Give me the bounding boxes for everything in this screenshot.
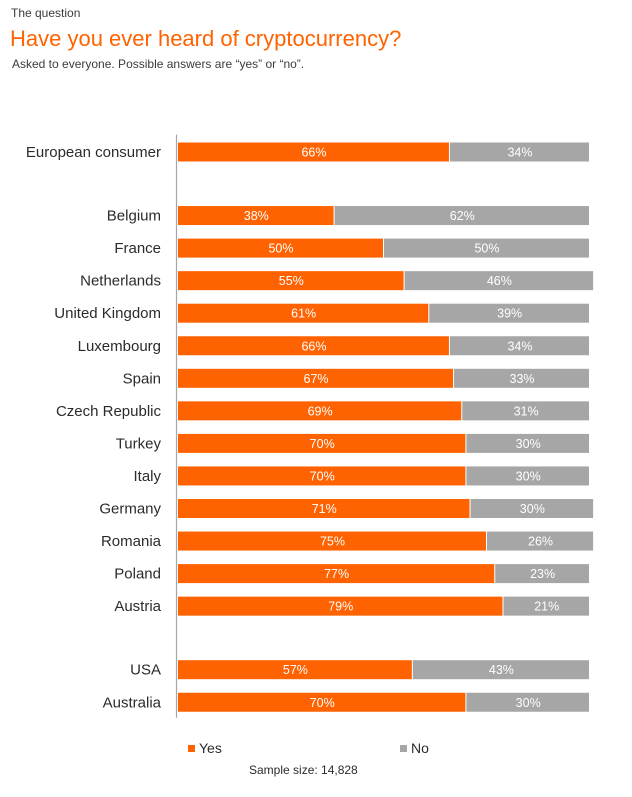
bar-yes-luxembourg [178,336,449,356]
value-label-yes-netherlands: 55% [279,274,304,288]
value-label-no-italy: 30% [516,469,541,483]
value-label-yes-belgium: 38% [244,209,269,223]
category-label-italy: Italy [133,468,161,485]
legend-label-yes: Yes [199,740,222,756]
bar-no-austria [503,596,589,616]
bar-no-belgium [334,206,589,226]
value-label-yes-spain: 67% [304,372,329,386]
legend-item-yes: Yes [188,740,222,756]
bar-yes-european-consumer [178,142,449,162]
bar-no-luxembourg [449,336,589,356]
category-label-united-kingdom: United Kingdom [54,305,161,322]
bar-no-netherlands [404,271,594,291]
value-label-no-netherlands: 46% [487,274,512,288]
chart-title: Have you ever heard of cryptocurrency? [10,26,402,51]
bar-no-italy [466,466,589,486]
category-label-european-consumer: European consumer [26,144,161,161]
category-label-netherlands: Netherlands [80,273,161,290]
category-label-czech-republic: Czech Republic [56,403,162,420]
bar-yes-belgium [178,206,334,226]
category-label-belgium: Belgium [107,208,161,225]
bar-yes-germany [178,499,470,518]
category-label-turkey: Turkey [116,435,162,452]
value-label-no-european-consumer: 34% [507,146,532,160]
value-label-no-luxembourg: 34% [507,339,532,353]
value-label-no-australia: 30% [516,696,541,710]
value-label-yes-italy: 70% [310,469,335,483]
value-label-yes-austria: 79% [328,600,353,614]
bar-no-australia [466,692,589,712]
bar-yes-france [178,238,383,258]
bar-no-germany [470,499,594,518]
category-label-australia: Australia [103,694,162,711]
bar-yes-poland [178,564,495,584]
bar-yes-netherlands [178,271,404,291]
value-label-yes-usa: 57% [283,663,308,677]
bar-yes-austria [178,596,503,616]
bar-no-european-consumer [449,142,589,162]
value-label-yes-australia: 70% [310,696,335,710]
chart-subtitle: Asked to everyone. Possible answers are … [12,57,305,71]
value-label-yes-france: 50% [268,242,293,256]
value-label-no-belgium: 62% [450,209,475,223]
eyebrow-text: The question [11,6,81,20]
value-label-yes-luxembourg: 66% [301,339,326,353]
value-label-no-france: 50% [474,242,499,256]
sample-size: Sample size: 14,828 [249,763,358,777]
bar-no-france [384,238,589,258]
value-label-no-usa: 43% [489,663,514,677]
category-label-luxembourg: Luxembourg [78,338,161,355]
bar-yes-australia [178,692,466,712]
bar-yes-united-kingdom [178,303,429,323]
value-label-no-united-kingdom: 39% [497,307,522,321]
legend-item-no: No [400,740,429,756]
bar-no-spain [454,368,589,388]
value-label-no-spain: 33% [510,372,535,386]
bar-no-czech-republic [462,401,589,421]
value-label-no-czech-republic: 31% [514,404,539,418]
bar-yes-romania [178,531,486,551]
value-label-yes-turkey: 70% [310,437,335,451]
legend-swatch-no [400,744,407,752]
value-label-yes-czech-republic: 69% [308,404,333,418]
category-label-usa: USA [130,662,161,679]
category-label-spain: Spain [123,370,161,387]
value-label-yes-poland: 77% [324,567,349,581]
value-label-yes-romania: 75% [320,535,345,549]
bar-yes-usa [178,660,412,680]
value-label-no-turkey: 30% [516,437,541,451]
value-label-no-romania: 26% [528,535,553,549]
category-label-germany: Germany [99,501,161,518]
value-label-no-poland: 23% [530,567,555,581]
value-label-yes-germany: 71% [312,502,337,516]
bar-yes-turkey [178,433,466,453]
category-label-austria: Austria [114,598,161,615]
bar-yes-czech-republic [178,401,462,421]
bar-no-romania [487,531,594,551]
bar-yes-italy [178,466,466,486]
category-label-romania: Romania [101,533,162,550]
value-label-no-austria: 21% [534,600,559,614]
value-label-no-germany: 30% [520,502,545,516]
bar-no-usa [412,660,589,680]
bar-no-turkey [466,433,589,453]
value-label-yes-united-kingdom: 61% [291,307,316,321]
legend-label-no: No [411,740,429,756]
value-label-yes-european-consumer: 66% [301,146,326,160]
legend-swatch-yes [188,744,195,752]
bar-no-poland [495,564,589,584]
category-label-france: France [114,240,161,257]
bar-yes-spain [178,368,454,388]
bar-no-united-kingdom [429,303,589,323]
category-label-poland: Poland [114,566,161,583]
